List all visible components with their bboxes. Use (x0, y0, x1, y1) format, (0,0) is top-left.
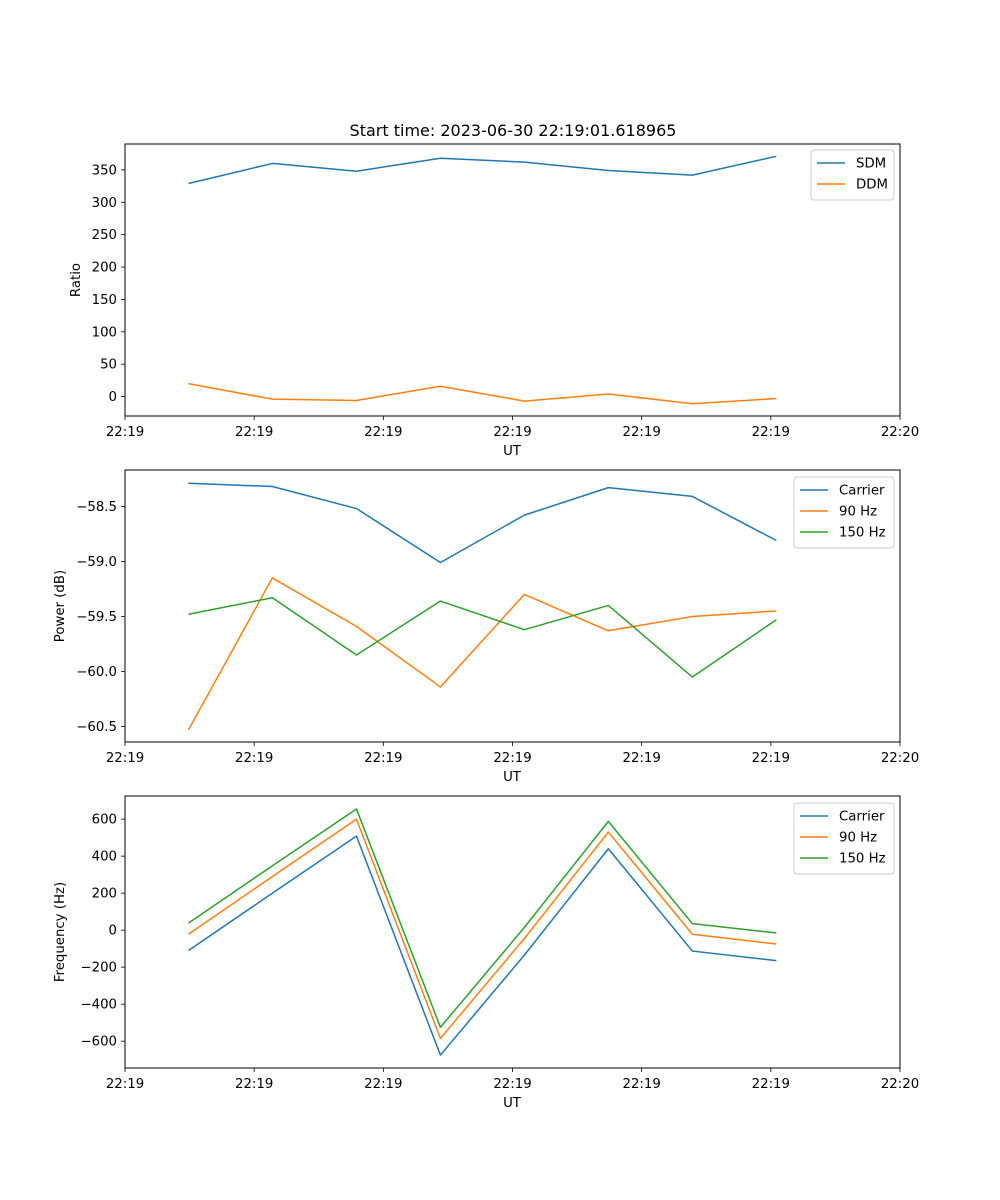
subplot-3: 22:19 22:19 22:19 22:19 22:19 22:19 22:20 −600 −… (53, 795, 919, 1111)
x-tick-label: 22:19 (364, 1077, 402, 1092)
x-tick-label: 22:20 (881, 425, 919, 440)
x-tick-label: 22:20 (881, 1077, 919, 1092)
legend: Carrier 90 Hz 150 Hz (793, 476, 895, 549)
y-tick-label: −59.5 (76, 610, 117, 625)
y-tick-label: −60.5 (76, 720, 117, 735)
x-axis-label: UT (503, 444, 522, 459)
series-line-150-hz (188, 596, 777, 678)
x-tick-label: 22:19 (752, 751, 790, 766)
x-tick-label: 22:19 (493, 425, 531, 440)
legend-label: 150 Hz (839, 526, 886, 541)
y-tick-label: 600 (92, 813, 117, 828)
y-tick-label: 50 (100, 358, 117, 373)
legend-frame (793, 802, 895, 875)
legend: Carrier 90 Hz 150 Hz (793, 802, 895, 875)
series-line-carrier (188, 482, 777, 564)
legend-label: 150 Hz (839, 852, 886, 867)
x-axis-label: UT (503, 1096, 522, 1111)
y-tick-label: −400 (80, 998, 117, 1013)
legend-label: Carrier (839, 810, 885, 825)
x-tick-label: 22:19 (235, 751, 273, 766)
subplot-1: 22:19 22:19 22:19 22:19 22:19 22:19 22:20 0 50 10… (69, 143, 919, 459)
series-line-150-hz (188, 808, 777, 1029)
subplots: 22:19 22:19 22:19 22:19 22:19 22:19 22:20 0 50 10… (53, 143, 919, 1111)
x-tick-label: 22:19 (493, 751, 531, 766)
subplot-2: 22:19 22:19 22:19 22:19 22:19 22:19 22:20 −60.5… (53, 469, 919, 785)
legend-label: 90 Hz (839, 505, 877, 520)
y-tick-label: 400 (92, 850, 117, 865)
series-line-ddm (188, 382, 777, 405)
x-tick-label: 22:19 (623, 1077, 661, 1092)
legend-frame (793, 476, 895, 549)
y-tick-label: −60.0 (76, 665, 117, 680)
x-tick-label: 22:19 (623, 751, 661, 766)
y-tick-label: 200 (92, 887, 117, 902)
x-axis-label: UT (503, 770, 522, 785)
x-tick-label: 22:19 (235, 425, 273, 440)
y-tick-label: 300 (92, 196, 117, 211)
legend-label: Carrier (839, 484, 885, 499)
y-tick-label: 100 (92, 325, 117, 340)
x-tick-label: 22:19 (106, 1077, 144, 1092)
x-tick-label: 22:19 (623, 425, 661, 440)
legend-label: 90 Hz (839, 831, 877, 846)
series-line-carrier (188, 835, 777, 1056)
chart-title: Start time: 2023-06-30 22:19:01.618965 (350, 121, 677, 140)
x-tick-label: 22:19 (364, 425, 402, 440)
legend-label: SDM (856, 157, 886, 172)
series-line-90-hz (188, 818, 777, 1040)
x-tick-label: 22:19 (235, 1077, 273, 1092)
y-tick-label: 150 (92, 293, 117, 308)
y-tick-label: 0 (109, 924, 117, 939)
y-axis-label: Power (dB) (53, 570, 68, 642)
x-tick-label: 22:19 (752, 1077, 790, 1092)
y-tick-label: −58.5 (76, 500, 117, 515)
y-tick-label: −600 (80, 1035, 117, 1050)
x-tick-label: 22:19 (752, 425, 790, 440)
series-line-sdm (188, 155, 777, 185)
legend-label: DDM (856, 178, 888, 193)
x-tick-label: 22:20 (881, 751, 919, 766)
y-tick-label: 350 (92, 163, 117, 178)
y-tick-label: 0 (109, 390, 117, 405)
x-tick-label: 22:19 (364, 751, 402, 766)
y-tick-label: −200 (80, 961, 117, 976)
y-tick-label: 250 (92, 228, 117, 243)
x-tick-label: 22:19 (106, 425, 144, 440)
y-axis-label: Frequency (Hz) (53, 882, 68, 982)
x-tick-label: 22:19 (493, 1077, 531, 1092)
series-line-90-hz (187, 577, 777, 731)
x-tick-label: 22:19 (106, 751, 144, 766)
legend: SDM DDM (810, 149, 895, 201)
y-tick-label: 200 (92, 261, 117, 276)
y-tick-label: −59.0 (76, 555, 117, 570)
y-axis-label: Ratio (69, 263, 84, 297)
